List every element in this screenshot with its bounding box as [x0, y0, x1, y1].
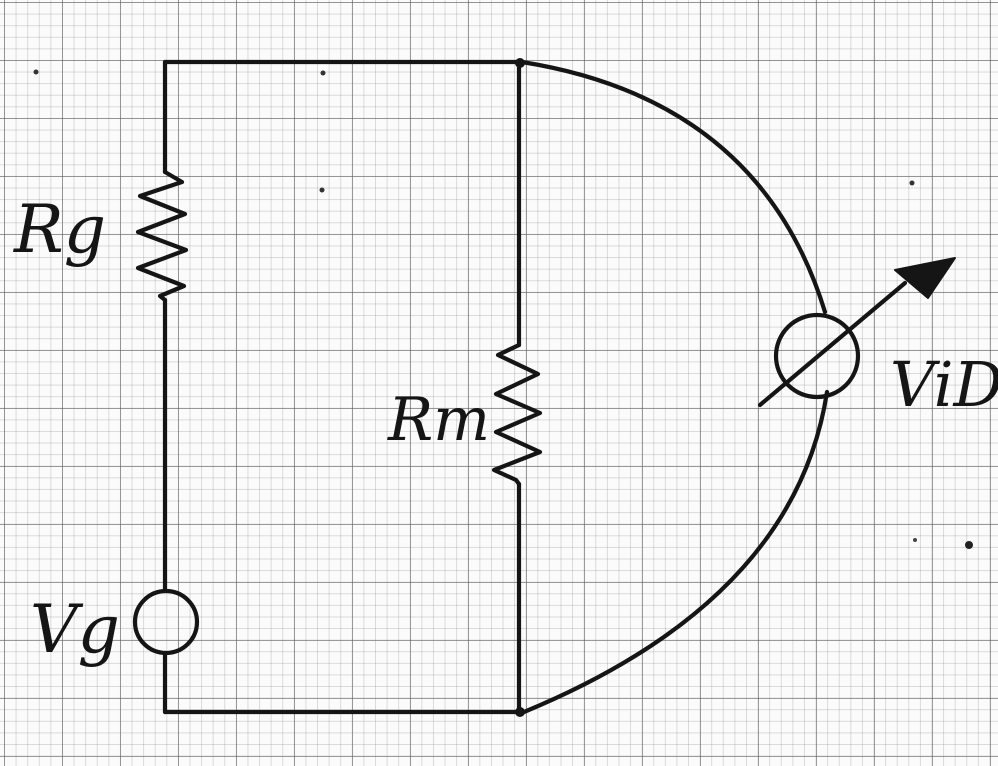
meter-arrow-shaft [757, 280, 908, 408]
voltmeter-vid [773, 312, 861, 400]
label-rm: Rm [387, 385, 490, 455]
label-vg: Vg [30, 591, 120, 668]
junction-top [515, 58, 525, 68]
paper-speck [913, 538, 917, 542]
paper-speck [320, 70, 326, 76]
resistor-rm [491, 342, 543, 487]
curve-wire-top [519, 59, 828, 315]
paper-speck [965, 541, 973, 549]
curve-wire-bottom [521, 389, 830, 715]
paper-speck [319, 187, 325, 193]
meter-arrow-head [894, 257, 956, 299]
voltage-source-vg [132, 588, 200, 656]
paper-speck [33, 69, 39, 75]
resistor-rg [135, 169, 189, 303]
junction-bottom [515, 707, 525, 717]
label-vid: ViD [890, 348, 998, 421]
paper-speck [909, 180, 915, 186]
label-rg: Rg [13, 191, 106, 268]
